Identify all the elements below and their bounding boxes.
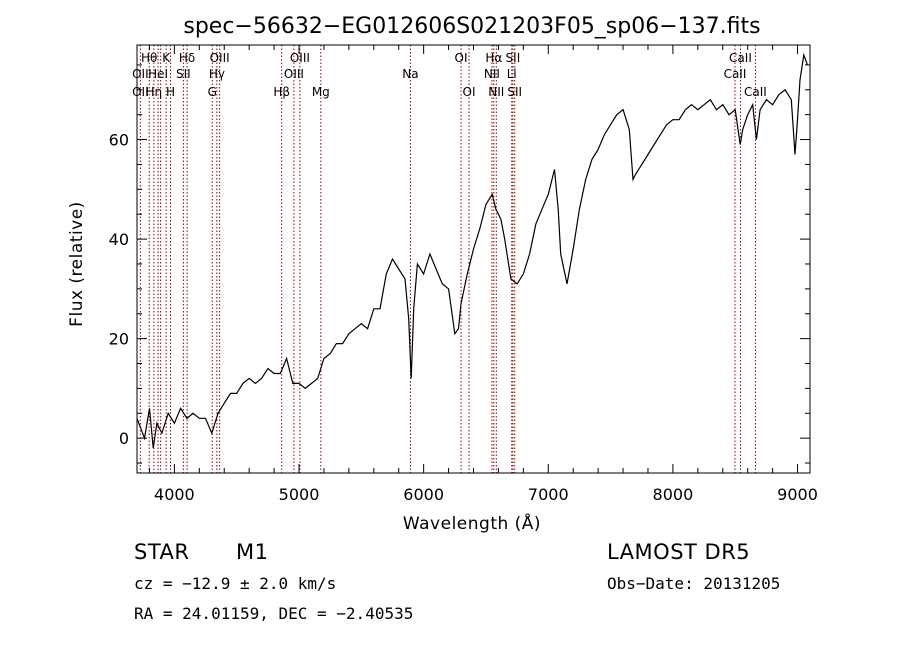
- line-label: OIII: [290, 51, 310, 65]
- line-label: CaII: [729, 51, 752, 65]
- line-label: CaII: [744, 85, 767, 99]
- line-label: OII: [132, 67, 149, 81]
- x-tick-label: 7000: [528, 485, 569, 504]
- y-tick-label: 0: [119, 429, 129, 448]
- emission-line-markers: [139, 45, 756, 473]
- line-label: Hγ: [209, 67, 225, 81]
- object-subclass: M1: [236, 540, 269, 564]
- object-class: STAR: [134, 540, 190, 564]
- y-axis: 0 20 40 60: [109, 64, 810, 464]
- line-label: OII: [132, 85, 149, 99]
- line-label: SII: [506, 51, 521, 65]
- line-label: NII: [488, 85, 504, 99]
- x-axis-label: Wavelength (Å): [403, 512, 541, 534]
- line-label: G: [208, 85, 217, 99]
- line-label: OI: [455, 51, 468, 65]
- line-label: CaII: [724, 67, 747, 81]
- line-label: Mg: [312, 85, 330, 99]
- chart-title: spec−56632−EG012606S021203F05_sp06−137.f…: [183, 14, 760, 39]
- x-tick-label: 4000: [154, 485, 195, 504]
- line-label: Na: [402, 67, 418, 81]
- coordinates: RA = 24.01159, DEC = −2.40535: [134, 604, 414, 623]
- line-label: NII: [484, 67, 500, 81]
- line-label: HeI: [148, 67, 168, 81]
- line-label: OIII: [284, 67, 304, 81]
- line-label: Hθ: [141, 51, 157, 65]
- survey-name: LAMOST DR5: [607, 540, 751, 564]
- line-label: OI: [463, 85, 476, 99]
- y-tick-label: 20: [109, 330, 129, 349]
- line-label: Hβ: [273, 85, 290, 99]
- x-tick-label: 5000: [279, 485, 320, 504]
- observation-date: Obs−Date: 20131205: [607, 574, 781, 593]
- line-label: Hδ: [179, 51, 195, 65]
- line-label: Hα: [485, 51, 502, 65]
- line-label: SII: [176, 67, 191, 81]
- y-tick-label: 40: [109, 230, 129, 249]
- line-label: Hη: [146, 85, 163, 99]
- line-label: OIII: [210, 51, 230, 65]
- emission-line-labels: OIIOIIHθHηHeIKHSIIHδGHγOIIIHβOIIIOIIIMgN…: [132, 51, 767, 99]
- spectrum-line: [136, 52, 809, 449]
- y-tick-label: 60: [109, 131, 129, 150]
- x-tick-label: 9000: [777, 485, 818, 504]
- y-axis-label: Flux (relative): [67, 201, 87, 327]
- x-tick-label: 8000: [653, 485, 694, 504]
- line-label: K: [162, 51, 171, 65]
- redshift-cz: cz = −12.9 ± 2.0 km/s: [134, 574, 337, 593]
- line-label: Li: [507, 67, 517, 81]
- x-axis: 4000 5000 6000 7000 8000 9000: [148, 45, 818, 504]
- x-tick-label: 6000: [403, 485, 444, 504]
- plot-frame: [136, 44, 811, 474]
- line-label: SII: [507, 85, 522, 99]
- line-label: H: [166, 85, 175, 99]
